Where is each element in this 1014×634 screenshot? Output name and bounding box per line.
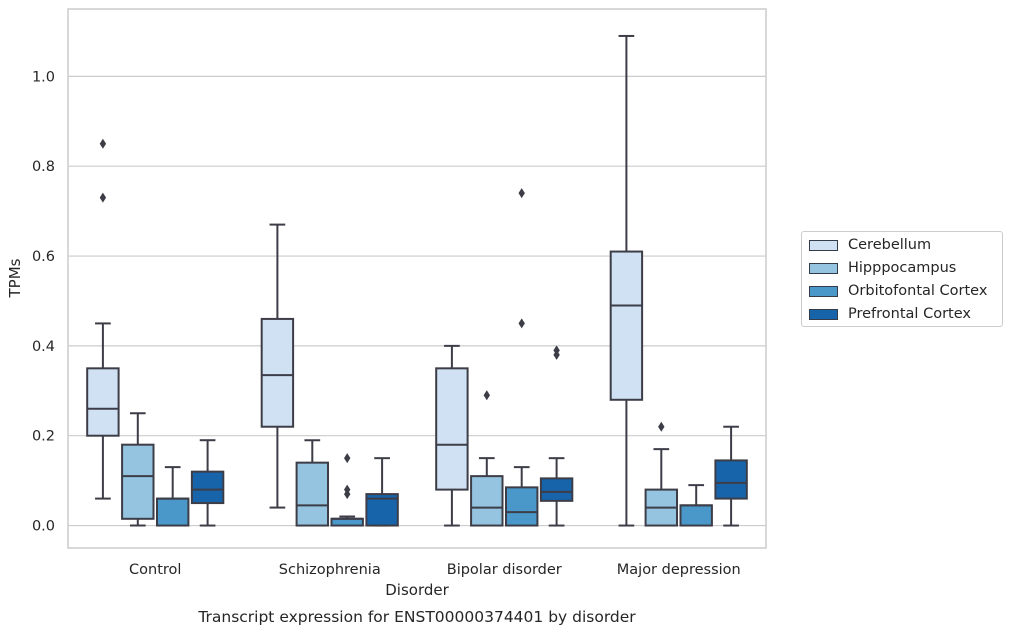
outlier-point (658, 421, 665, 432)
box-iqr (155, 497, 190, 527)
x-tick-label: Schizophrenia (279, 562, 381, 578)
box-iqr (539, 477, 574, 502)
outlier-point (483, 390, 490, 401)
box-group (86, 138, 120, 500)
outlier-point (518, 318, 525, 329)
box-group (365, 457, 399, 527)
x-axis-label: Disorder (385, 581, 449, 599)
outlier-point (344, 484, 351, 495)
box-group (644, 421, 679, 527)
y-tick-label: 0.2 (32, 429, 55, 445)
legend-item-prefrontal: Prefrontal Cortex (809, 304, 971, 324)
legend: Cerebellum Hipppocampus Orbitofontal Cor… (801, 231, 1003, 327)
box-iqr (121, 443, 155, 520)
box-iqr (330, 517, 364, 527)
legend-label-prefrontal: Prefrontal Cortex (848, 306, 971, 322)
box-iqr (260, 317, 295, 428)
box-iqr (190, 470, 225, 505)
y-tick-label: 0.4 (32, 339, 55, 355)
y-tick-label: 0.6 (32, 249, 55, 265)
box-iqr (86, 367, 120, 437)
legend-swatch-cerebellum (809, 239, 838, 251)
legend-label-hippocampus: Hipppocampus (848, 260, 957, 276)
box-iqr (435, 367, 469, 491)
box-iqr (295, 461, 330, 527)
box-iqr (609, 250, 644, 401)
box-group (121, 412, 155, 527)
legend-swatch-prefrontal (809, 308, 838, 320)
box-group (260, 223, 295, 509)
legend-item-orbitofrontal: Orbitofontal Cortex (809, 281, 987, 301)
y-tick-label: 0.0 (32, 519, 55, 535)
x-tick-label: Major depression (617, 562, 741, 578)
box-iqr (679, 504, 713, 527)
x-tick-label: Bipolar disorder (447, 562, 562, 578)
box-iqr (504, 486, 539, 527)
legend-label-cerebellum: Cerebellum (848, 237, 932, 253)
outlier-point (553, 345, 560, 356)
plot-frame (67, 8, 767, 549)
legend-item-hippocampus: Hipppocampus (809, 258, 956, 278)
legend-label-orbitofrontal: Orbitofontal Cortex (848, 283, 988, 299)
box-layer (86, 34, 748, 527)
box-group (190, 439, 225, 527)
x-tick-label: Control (129, 562, 181, 578)
outlier-point (518, 188, 525, 199)
box-group (679, 484, 713, 527)
box-group (435, 344, 469, 527)
y-tick-label: 0.8 (32, 159, 55, 175)
box-group (714, 425, 748, 527)
y-tick-labels: 0.0 0.2 0.4 0.6 0.8 1.0 (32, 69, 55, 534)
outlier-point (99, 138, 107, 149)
legend-item-cerebellum: Cerebellum (809, 235, 931, 255)
box-group (504, 188, 539, 527)
box-iqr (470, 475, 504, 527)
outlier-point (99, 192, 107, 203)
y-axis-label: TPMs (6, 258, 24, 298)
legend-swatch-orbitofrontal (809, 285, 838, 297)
box-group (155, 466, 190, 527)
box-group (330, 453, 364, 527)
box-iqr (714, 459, 748, 500)
box-group (539, 345, 574, 527)
box-group (470, 390, 504, 527)
y-tick-label: 1.0 (32, 69, 55, 85)
outlier-point (344, 453, 351, 464)
box-group (609, 34, 644, 527)
legend-swatch-hippocampus (809, 262, 838, 274)
x-tick-labels: Control Schizophrenia Bipolar disorder Majo… (129, 562, 741, 578)
box-group (295, 439, 330, 527)
chart-caption: Transcript expression for ENST0000037440… (197, 608, 636, 626)
